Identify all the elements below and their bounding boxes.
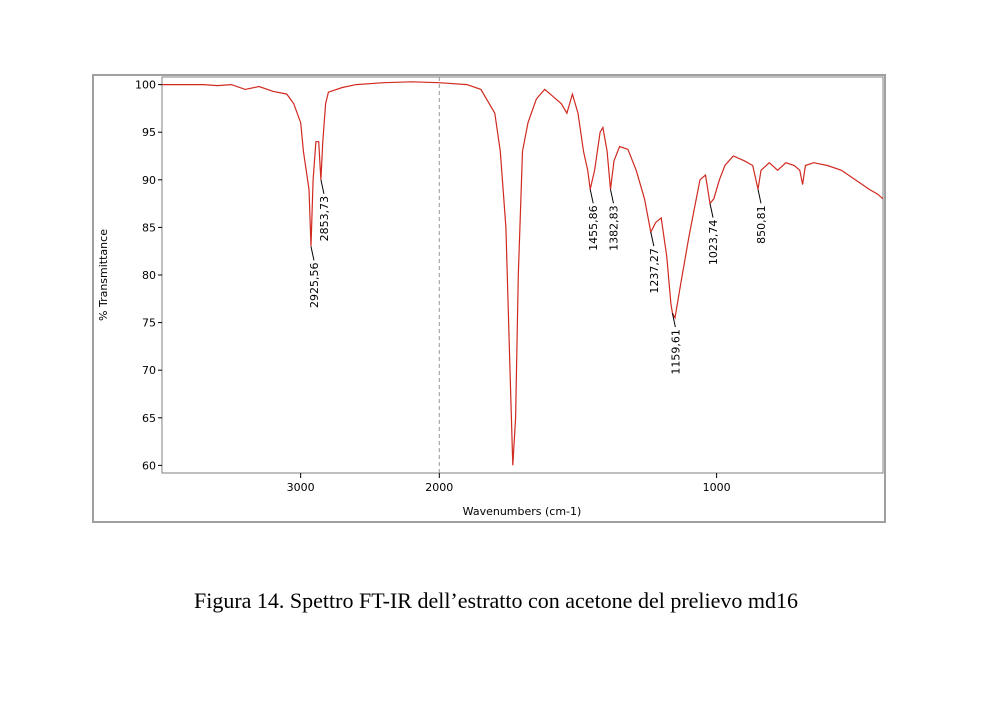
- frame: [92, 74, 886, 523]
- caption: Figura 14. Spettro FT-IR dell’estratto c…: [193, 588, 799, 613]
- annotation-leader: [589, 189, 594, 204]
- annotation-leader: [320, 179, 325, 194]
- x-axis-label: Wavenumbers (cm-1): [463, 505, 582, 518]
- chart: % Transmittance Wavenumbers (cm-1) 60 65 7…: [92, 74, 886, 523]
- annotation-label: 2853,73: [318, 196, 331, 242]
- y-tick-label: 65: [142, 412, 156, 425]
- annotation-label: 850,81: [755, 205, 768, 244]
- y-tick-label: 70: [142, 364, 156, 377]
- y-tick-label: 90: [142, 174, 156, 187]
- annotation-leader: [757, 189, 762, 204]
- annotation-label: 1455,86: [587, 205, 600, 251]
- annotation-label: 1159,61: [669, 329, 682, 375]
- annotation-leader: [650, 232, 655, 247]
- x-tick-label: 1000: [703, 481, 731, 494]
- y-axis-label: % Transmittance: [97, 229, 110, 321]
- y-tick-label: 85: [142, 221, 156, 234]
- annotation-label: 1237,27: [648, 248, 661, 293]
- annotation-leader: [310, 246, 315, 261]
- x-tick-label: 2000: [425, 481, 453, 494]
- x-tick-label: 3000: [287, 481, 315, 494]
- y-tick-label: 75: [142, 317, 156, 330]
- annotation-leader: [671, 312, 676, 328]
- y-tick-label: 100: [135, 79, 156, 92]
- annotation-label: 1023,74: [707, 220, 720, 266]
- spectrum-line: [162, 81, 884, 466]
- annotation-label: 2925,56: [308, 262, 321, 308]
- y-tick-label: 60: [142, 459, 156, 472]
- y-tick-label: 80: [142, 269, 156, 282]
- annotation-leader: [709, 203, 714, 218]
- annotation-leader: [609, 189, 614, 204]
- annotation-label: 1382,83: [607, 205, 620, 251]
- y-tick-label: 95: [142, 126, 156, 139]
